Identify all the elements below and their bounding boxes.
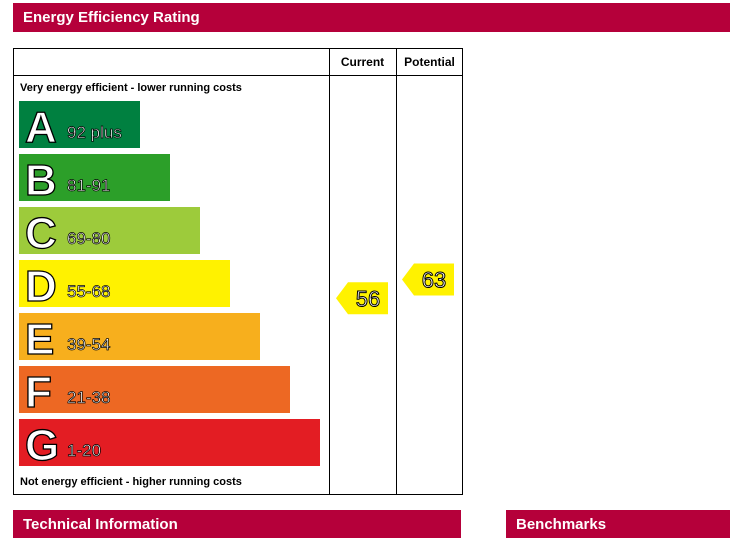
band-range-a: 92 plus xyxy=(67,123,122,142)
band-letter-d: D xyxy=(25,262,57,311)
band-e: E 39-54 xyxy=(19,313,260,365)
band-bar-f xyxy=(19,366,290,413)
benchmarks-title: Benchmarks xyxy=(516,515,607,533)
band-range-e: 39-54 xyxy=(67,335,110,354)
technical-information-title: Technical Information xyxy=(23,515,178,533)
band-letter-a: A xyxy=(25,103,57,152)
band-bar-c xyxy=(19,207,200,254)
band-letter-f: F xyxy=(25,368,52,417)
band-bar-b xyxy=(19,154,170,201)
band-range-b: 81-91 xyxy=(67,176,110,195)
benchmarks-header: Benchmarks xyxy=(506,510,730,538)
band-letter-c: C xyxy=(25,209,57,258)
band-g: G 1-20 xyxy=(19,419,320,471)
bottom-efficiency-label: Not energy efficient - higher running co… xyxy=(20,476,242,488)
column-header-potential: Potential xyxy=(404,55,455,69)
band-letter-g: G xyxy=(25,421,59,470)
band-bar-e xyxy=(19,313,260,360)
rating-arrow-potential xyxy=(402,263,454,296)
column-header-current: Current xyxy=(341,55,384,69)
chart-frame xyxy=(13,48,463,495)
band-b: B 81-91 xyxy=(19,154,170,206)
energy-efficiency-title: Energy Efficiency Rating xyxy=(23,9,200,26)
band-a: A 92 plus xyxy=(19,101,140,153)
rating-value-potential: 63 xyxy=(422,267,446,292)
band-letter-b: B xyxy=(25,156,57,205)
rating-value-current: 56 xyxy=(356,286,380,311)
band-range-c: 69-80 xyxy=(67,229,110,248)
top-efficiency-label: Very energy efficient - lower running co… xyxy=(20,82,242,94)
rating-arrow-current xyxy=(336,282,388,315)
rating-markers: 56 63 xyxy=(336,263,454,315)
band-f: F 21-38 xyxy=(19,366,290,418)
band-c: C 69-80 xyxy=(19,207,200,259)
band-bar-d xyxy=(19,260,230,307)
rating-bands: A 92 plus B 81-91 C 69-80 D 55-68 E 39-54 F 21-38 G 1… xyxy=(19,101,320,471)
band-letter-e: E xyxy=(25,315,54,364)
band-range-d: 55-68 xyxy=(67,282,110,301)
band-range-f: 21-38 xyxy=(67,388,110,407)
band-d: D 55-68 xyxy=(19,260,230,312)
band-bar-a xyxy=(19,101,140,148)
band-bar-g xyxy=(19,419,320,466)
technical-information-header: Technical Information xyxy=(13,510,461,538)
energy-efficiency-header: Energy Efficiency Rating xyxy=(13,3,730,32)
band-range-g: 1-20 xyxy=(67,441,101,460)
